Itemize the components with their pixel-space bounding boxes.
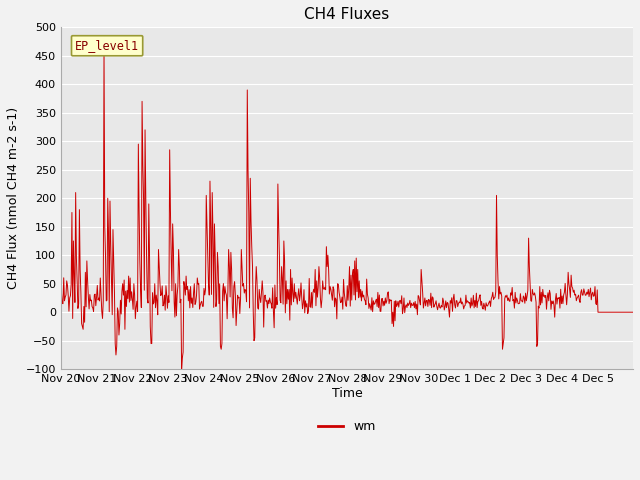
Legend: wm: wm xyxy=(313,415,381,438)
wm xyxy=(231,279,239,285)
wm xyxy=(57,297,65,303)
wm xyxy=(281,258,289,264)
Y-axis label: CH4 Flux (nmol CH4 m-2 s-1): CH4 Flux (nmol CH4 m-2 s-1) xyxy=(7,107,20,289)
wm xyxy=(259,289,267,295)
Title: CH4 Fluxes: CH4 Fluxes xyxy=(304,7,390,22)
Line: wm: wm xyxy=(61,47,633,369)
wm xyxy=(440,299,447,304)
wm xyxy=(100,44,108,50)
wm xyxy=(629,309,637,315)
wm xyxy=(178,366,186,372)
X-axis label: Time: Time xyxy=(332,387,362,400)
wm xyxy=(408,300,415,306)
Text: EP_level1: EP_level1 xyxy=(75,39,139,52)
wm xyxy=(125,273,132,279)
